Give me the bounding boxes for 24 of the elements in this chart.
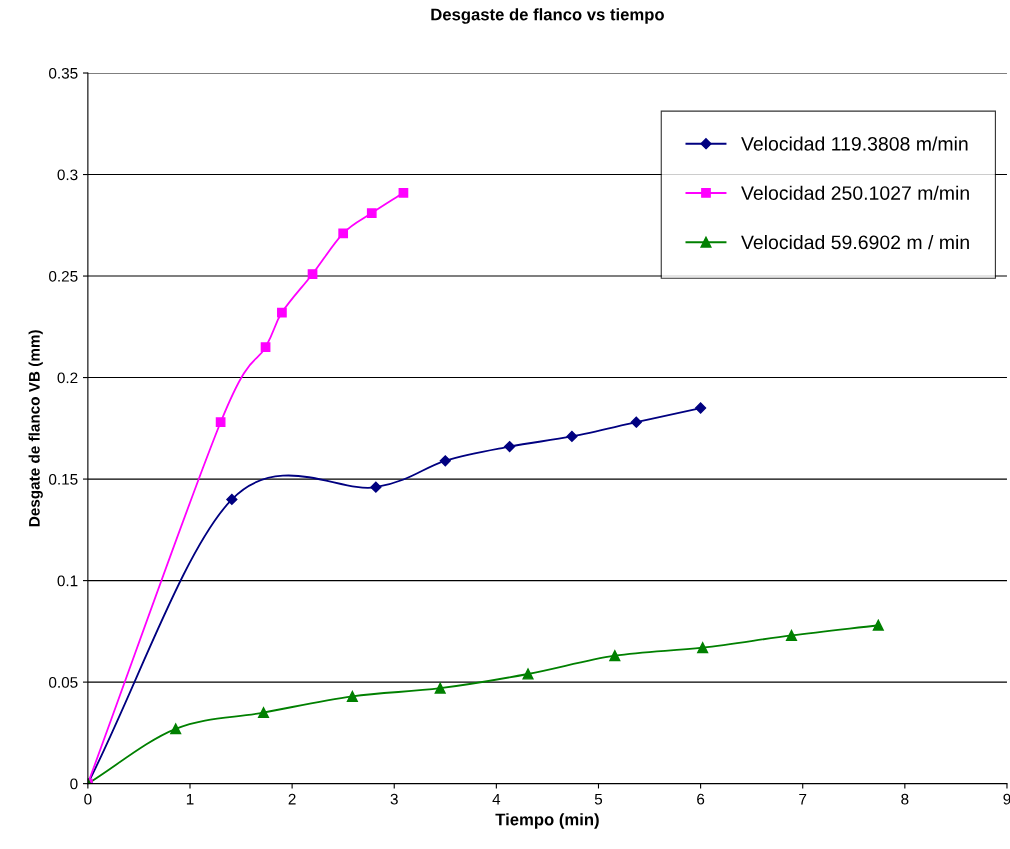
x-tick-label: 6 (697, 793, 705, 805)
x-tick-label: 2 (288, 793, 296, 805)
y-tick-label: 0.25 (49, 270, 78, 282)
y-tick-label: 0 (70, 778, 78, 790)
legend-label: Velocidad 119.3808 m/min (741, 136, 968, 151)
x-tick-label: 7 (799, 793, 807, 805)
y-tick-label: 0.1 (57, 575, 78, 587)
chart-title: Desgaste de flanco vs tiempo (431, 8, 664, 24)
x-axis-title: Tiempo (min) (495, 813, 599, 829)
x-tick-label: 3 (390, 793, 398, 805)
y-tick-label: 0.05 (49, 676, 78, 688)
x-tick-label: 8 (901, 793, 909, 805)
y-tick-label: 0.3 (57, 169, 78, 181)
y-tick-label: 0.15 (49, 473, 78, 485)
x-tick-label: 9 (1003, 793, 1010, 805)
legend-label: Velocidad 59.6902 m / min (741, 234, 969, 250)
legend-label: Velocidad 250.1027 m/min (741, 185, 969, 200)
x-tick-label: 5 (594, 793, 603, 805)
x-tick-label: 0 (84, 793, 92, 805)
x-tick-label: 4 (492, 793, 501, 805)
y-tick-label: 0.35 (49, 67, 78, 79)
y-tick-label: 0.2 (57, 372, 78, 384)
x-tick-label: 1 (186, 793, 194, 805)
y-axis-title: Desgate de flanco VB (mm) (28, 330, 43, 527)
